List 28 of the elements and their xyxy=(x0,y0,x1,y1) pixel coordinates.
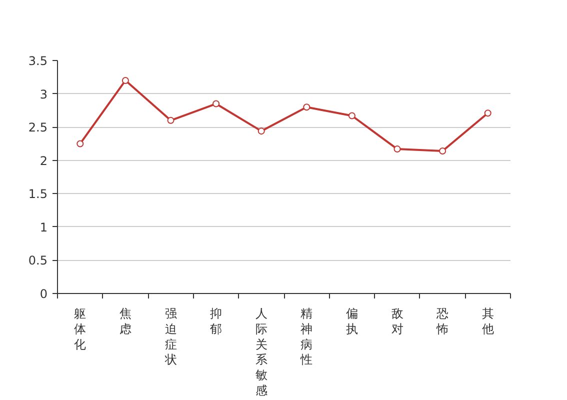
y-tick-label: 1.5 xyxy=(28,187,48,202)
x-tick-label: 人际关系敏感 xyxy=(255,306,268,398)
x-tick-label: 恐怖 xyxy=(436,306,449,336)
point xyxy=(348,112,356,120)
x-tick-label: 焦虑 xyxy=(119,306,132,336)
y-tick-label: 1 xyxy=(40,220,48,234)
x-tick-label: 躯体化 xyxy=(74,306,86,352)
y-tick-label: 0 xyxy=(40,287,48,301)
point xyxy=(122,76,129,84)
point xyxy=(394,146,401,153)
point xyxy=(76,140,84,148)
x-tick-label: 精神病性 xyxy=(300,306,313,367)
y-tick-label: 0.5 xyxy=(28,254,48,268)
point xyxy=(167,116,174,124)
y-tick-label: 3 xyxy=(40,87,48,102)
point xyxy=(484,110,492,117)
y-tick-label: 2.5 xyxy=(28,120,48,135)
x-tick-label: 抑郁 xyxy=(210,306,222,336)
y-tick-label: 3.5 xyxy=(28,54,48,68)
x-tick-label: 强迫症状 xyxy=(164,306,177,367)
point xyxy=(303,104,310,111)
x-tick-label: 偏执 xyxy=(346,306,358,336)
y-tick-label: 2 xyxy=(40,154,48,168)
x-tick-label: 敌对 xyxy=(391,306,404,336)
point xyxy=(212,100,220,108)
point xyxy=(439,148,446,155)
x-tick-label: 其他 xyxy=(482,306,494,336)
point xyxy=(258,128,265,135)
